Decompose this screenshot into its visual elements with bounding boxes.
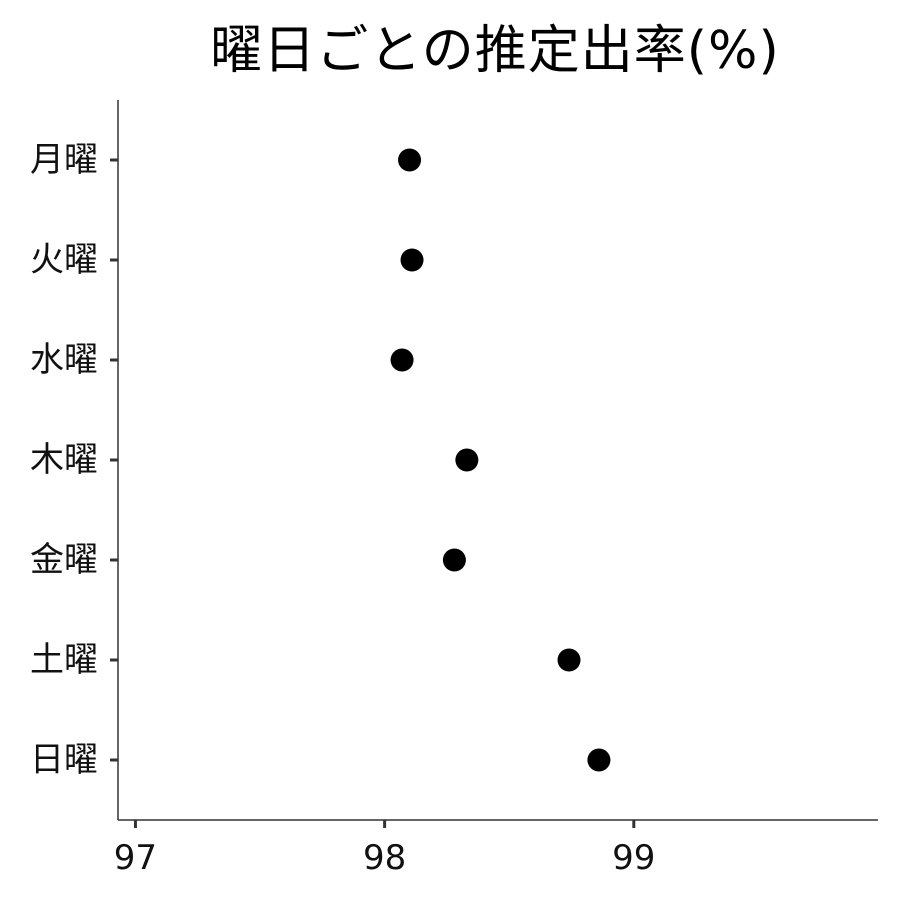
axes (117, 100, 878, 821)
data-point (455, 448, 479, 472)
y-tick-label: 火曜 (30, 240, 98, 280)
y-tick-label: 月曜 (30, 140, 98, 180)
data-point (557, 648, 581, 672)
y-tick-label: 金曜 (30, 540, 98, 580)
data-point (400, 248, 424, 272)
data-point (390, 348, 414, 372)
chart-title: 曜日ごとの推定出率(%) (210, 21, 780, 81)
x-tick-label: 99 (612, 838, 655, 878)
x-ticks: 97 98 99 (114, 820, 655, 878)
data-points (390, 148, 611, 772)
y-tick-label: 土曜 (30, 640, 98, 680)
y-tick-label: 水曜 (30, 340, 98, 380)
y-tick-label: 日曜 (30, 740, 98, 780)
data-point (587, 748, 611, 772)
data-point (398, 148, 422, 172)
y-tick-label: 木曜 (30, 440, 98, 480)
x-tick-label: 97 (114, 838, 157, 878)
x-tick-label: 98 (363, 838, 406, 878)
data-point (442, 548, 466, 572)
